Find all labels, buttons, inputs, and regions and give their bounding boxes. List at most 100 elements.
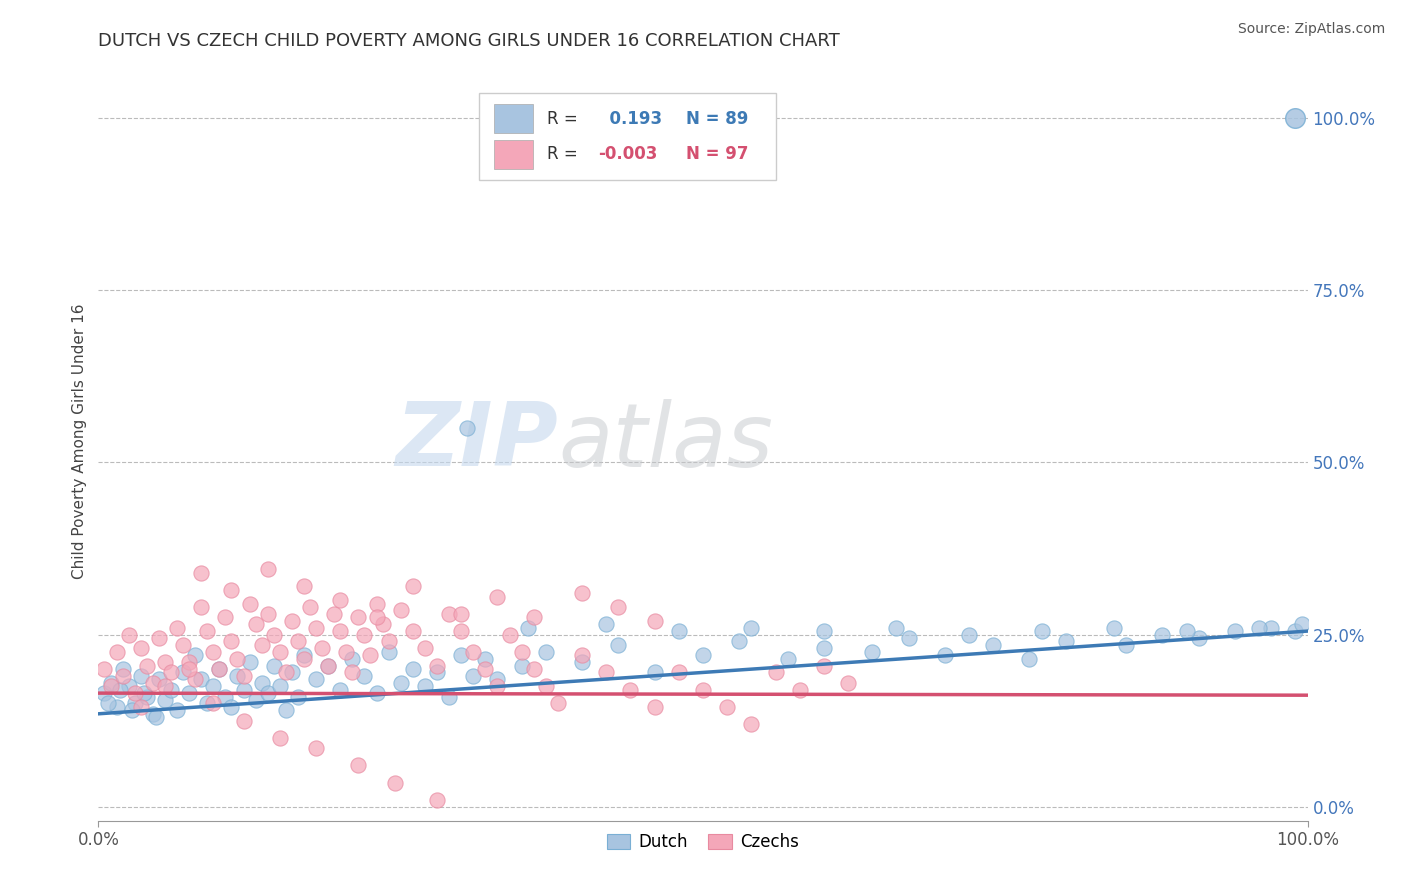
Point [142,706,165,721]
Point [208,662,231,676]
Point [179,662,201,676]
Point [172,638,194,652]
Point [813,641,835,656]
Point [897,631,920,645]
Point [607,638,630,652]
Point [347,610,370,624]
Point [292,648,315,663]
Point [118,627,141,641]
Point [93,686,115,700]
Point [1223,624,1246,639]
Point [311,641,333,656]
Point [274,665,297,680]
Point [474,651,496,665]
Point [329,682,352,697]
Point [776,651,799,665]
Point [534,645,557,659]
Point [534,679,557,693]
Point [124,686,146,700]
Point [135,690,157,704]
Point [105,645,128,659]
Point [934,648,956,663]
Point [166,621,188,635]
Point [1054,634,1077,648]
Text: N = 89: N = 89 [686,110,748,128]
Point [134,686,156,700]
Point [305,673,328,687]
Point [129,669,152,683]
Point [190,566,212,580]
Point [263,627,285,641]
Point [450,607,472,621]
Point [463,669,485,683]
Point [97,697,120,711]
Point [886,621,908,635]
Point [360,648,382,663]
Point [1115,638,1137,652]
Point [232,714,254,728]
Point [145,710,167,724]
Point [190,673,212,687]
Point [299,599,322,614]
Point [389,675,412,690]
Text: R =: R = [547,110,578,128]
Point [510,658,533,673]
Point [245,693,267,707]
Point [184,673,207,687]
Point [93,662,115,676]
Point [474,662,496,676]
Point [287,634,309,648]
Point [510,645,533,659]
Point [256,607,278,621]
Point [274,703,297,717]
Point [335,645,357,659]
FancyBboxPatch shape [494,140,533,169]
Point [148,631,170,645]
Point [202,679,225,693]
Point [437,607,460,621]
Point [813,624,835,639]
Point [619,682,641,697]
Text: DUTCH VS CZECH CHILD POVERTY AMONG GIRLS UNDER 16 CORRELATION CHART: DUTCH VS CZECH CHILD POVERTY AMONG GIRLS… [98,32,841,50]
Point [426,665,449,680]
Point [323,607,346,621]
Point [316,658,339,673]
Point [384,776,406,790]
Point [179,686,201,700]
Point [239,655,262,669]
Point [413,679,436,693]
Point [498,627,520,641]
Point [305,621,328,635]
Point [281,614,304,628]
Point [256,686,278,700]
Point [765,665,787,680]
Point [329,593,352,607]
Point [232,682,254,697]
Point [402,624,425,639]
Text: -0.003: -0.003 [598,145,657,163]
Point [129,641,152,656]
Point [214,690,236,704]
Point [269,679,291,693]
Point [124,697,146,711]
Point [263,658,285,673]
Point [287,690,309,704]
Point [728,634,751,648]
Point [202,645,225,659]
Point [250,675,273,690]
Point [571,648,593,663]
Point [105,699,128,714]
Point [644,614,666,628]
Point [108,682,131,697]
Y-axis label: Child Poverty Among Girls Under 16: Child Poverty Among Girls Under 16 [72,304,87,579]
Point [316,658,339,673]
Point [366,610,388,624]
Point [1284,624,1306,639]
Point [644,665,666,680]
Text: 0.193: 0.193 [598,110,662,128]
Point [366,686,388,700]
Point [377,634,399,648]
Point [208,662,231,676]
Point [184,648,207,663]
Point [366,597,388,611]
